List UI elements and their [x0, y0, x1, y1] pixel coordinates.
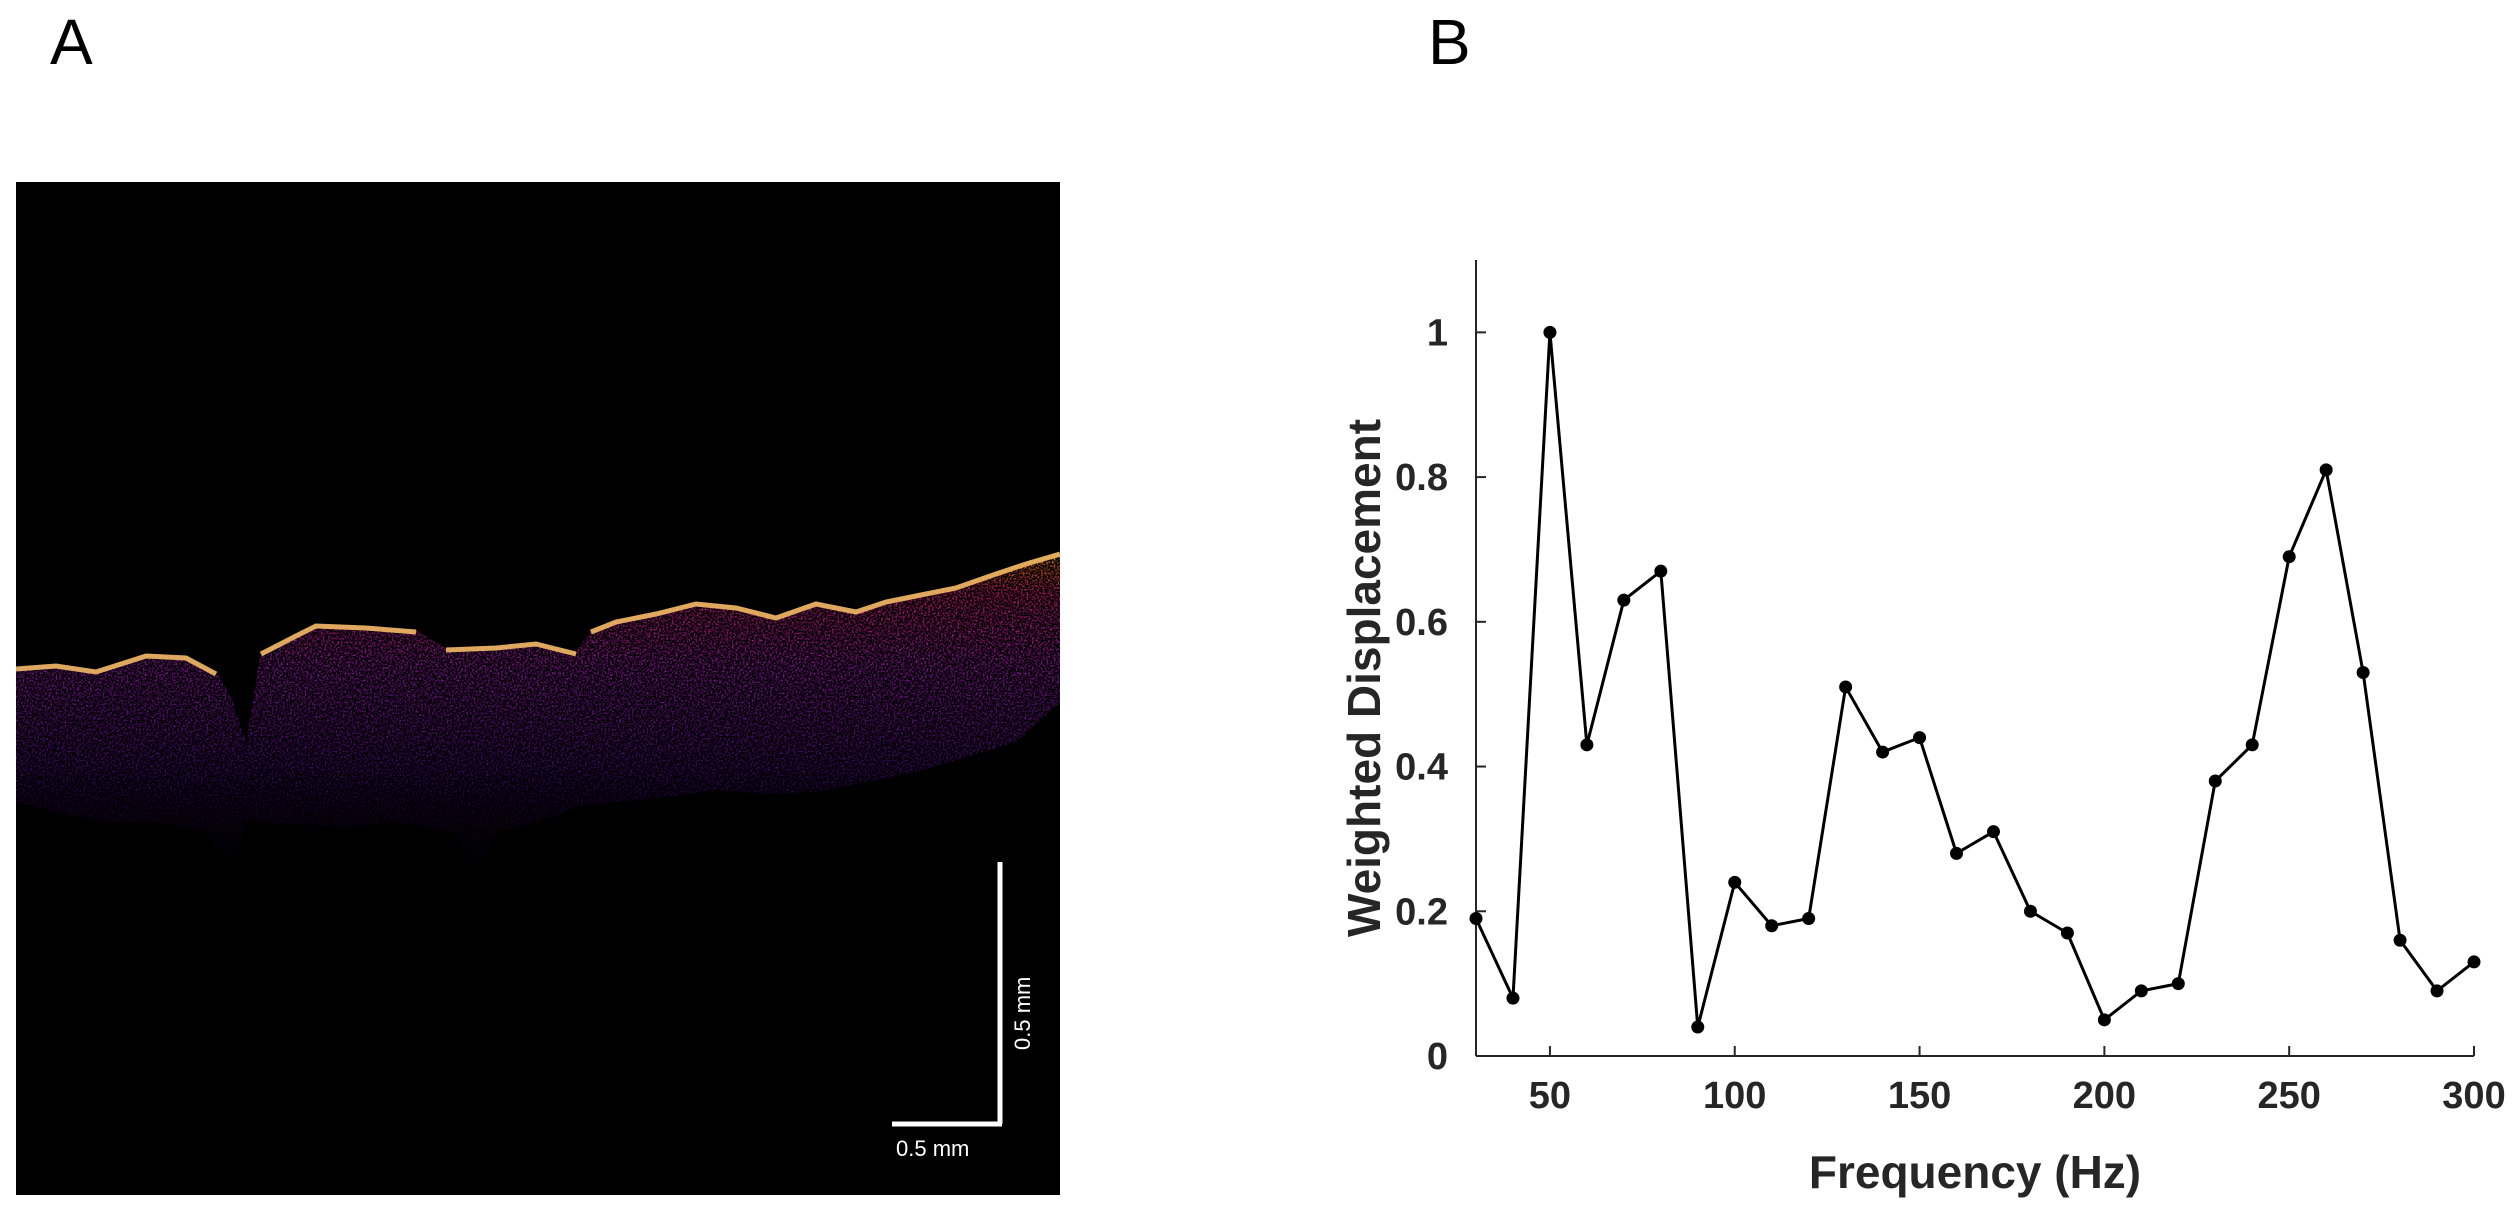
- data-point: [2134, 984, 2148, 998]
- data-point: [2245, 738, 2259, 752]
- data-point: [1876, 745, 1890, 759]
- data-point: [1950, 846, 1964, 860]
- data-point: [2430, 984, 2444, 998]
- data-point: [1839, 680, 1853, 694]
- data-point: [1802, 912, 1816, 926]
- data-point: [1543, 325, 1557, 339]
- tissue-surface: [16, 551, 1060, 677]
- chart-axes: [1475, 260, 2474, 1057]
- x-tick-label: 100: [1703, 1075, 1766, 1117]
- series-line: [1474, 330, 2475, 1029]
- x-tick-label: 200: [2073, 1075, 2136, 1117]
- y-axis-title: Weighted Displacement: [1338, 419, 1390, 937]
- data-point: [2060, 926, 2074, 940]
- data-point: [1617, 593, 1631, 607]
- x-tick-label: 150: [1888, 1075, 1951, 1117]
- chart-series: [1469, 325, 2481, 1034]
- plot-panel: 50 100 150 200 250 300 0 0.2 0.4 0.6 0.8 1 Frequenc…: [1300, 230, 2520, 1210]
- data-point: [1469, 912, 1483, 926]
- data-point: [1654, 564, 1668, 578]
- data-point: [1765, 919, 1779, 933]
- x-axis-title: Frequency (Hz): [1809, 1146, 2141, 1198]
- data-point: [1986, 825, 2000, 839]
- y-tick-label: 0.4: [1395, 747, 1448, 789]
- data-point: [2208, 774, 2222, 788]
- y-tick-label: 0.2: [1395, 891, 1448, 933]
- x-tick-label: 250: [2257, 1075, 2320, 1117]
- y-tick-label: 1: [1427, 312, 1448, 354]
- data-point: [2319, 463, 2333, 477]
- data-point: [1691, 1020, 1705, 1034]
- data-point: [2356, 665, 2370, 679]
- data-point: [1728, 875, 1742, 889]
- data-point: [1580, 738, 1594, 752]
- line-chart: 50 100 150 200 250 300 0 0.2 0.4 0.6 0.8 1 Frequenc…: [1338, 260, 2506, 1198]
- oct-image-panel: 0.5 mm 0.5 mm: [16, 182, 1060, 1195]
- y-tick-label: 0: [1427, 1036, 1448, 1078]
- tissue-layer: [16, 552, 1060, 882]
- scale-bar-horizontal-label: 0.5 mm: [896, 1136, 969, 1161]
- scale-bar: 0.5 mm 0.5 mm: [892, 862, 1035, 1161]
- data-point: [2282, 550, 2296, 564]
- data-point: [1913, 731, 1927, 745]
- oct-image: 0.5 mm 0.5 mm: [16, 182, 1060, 1195]
- panel-label-b: B: [1428, 6, 1471, 78]
- y-tick-label: 0.6: [1395, 602, 1448, 644]
- scale-bar-vertical-label: 0.5 mm: [1010, 977, 1035, 1050]
- data-point: [1506, 991, 1520, 1005]
- x-tick-label: 50: [1529, 1075, 1571, 1117]
- panel-label-a: A: [50, 6, 93, 78]
- data-point: [2467, 955, 2481, 969]
- data-point: [2171, 977, 2185, 991]
- x-tick-label: 300: [2442, 1075, 2505, 1117]
- chart-ticks: 50 100 150 200 250 300 0 0.2 0.4 0.6 0.8 1: [1395, 312, 2506, 1117]
- y-tick-label: 0.8: [1395, 457, 1448, 499]
- data-point: [2023, 904, 2037, 918]
- data-point: [2097, 1013, 2111, 1027]
- data-point: [2393, 933, 2407, 947]
